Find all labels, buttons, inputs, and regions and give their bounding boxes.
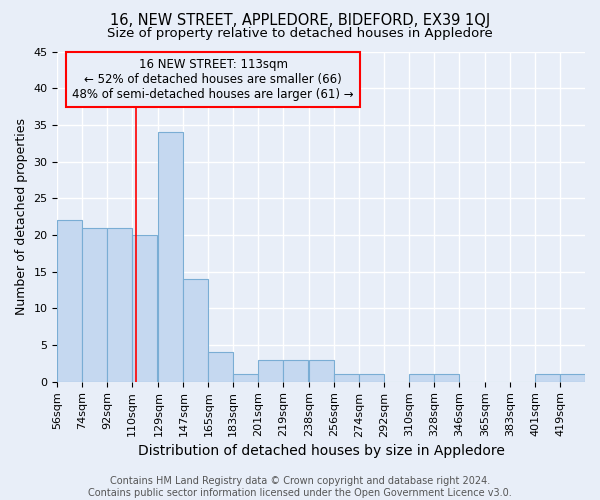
Bar [107,228,132,382]
Bar [283,360,308,382]
Bar [409,374,434,382]
Bar [334,374,359,382]
Bar [58,220,82,382]
Bar [132,235,157,382]
Text: 16, NEW STREET, APPLEDORE, BIDEFORD, EX39 1QJ: 16, NEW STREET, APPLEDORE, BIDEFORD, EX3… [110,12,490,28]
Bar [208,352,233,382]
Y-axis label: Number of detached properties: Number of detached properties [15,118,28,315]
Bar [359,374,384,382]
Bar [82,228,107,382]
Text: Contains HM Land Registry data © Crown copyright and database right 2024.
Contai: Contains HM Land Registry data © Crown c… [88,476,512,498]
Text: 16 NEW STREET: 113sqm
← 52% of detached houses are smaller (66)
48% of semi-deta: 16 NEW STREET: 113sqm ← 52% of detached … [72,58,354,101]
Bar [310,360,334,382]
Bar [158,132,184,382]
Bar [184,279,208,382]
Bar [258,360,283,382]
Text: Size of property relative to detached houses in Appledore: Size of property relative to detached ho… [107,28,493,40]
Bar [535,374,560,382]
Bar [560,374,585,382]
Bar [233,374,258,382]
X-axis label: Distribution of detached houses by size in Appledore: Distribution of detached houses by size … [138,444,505,458]
Bar [434,374,459,382]
